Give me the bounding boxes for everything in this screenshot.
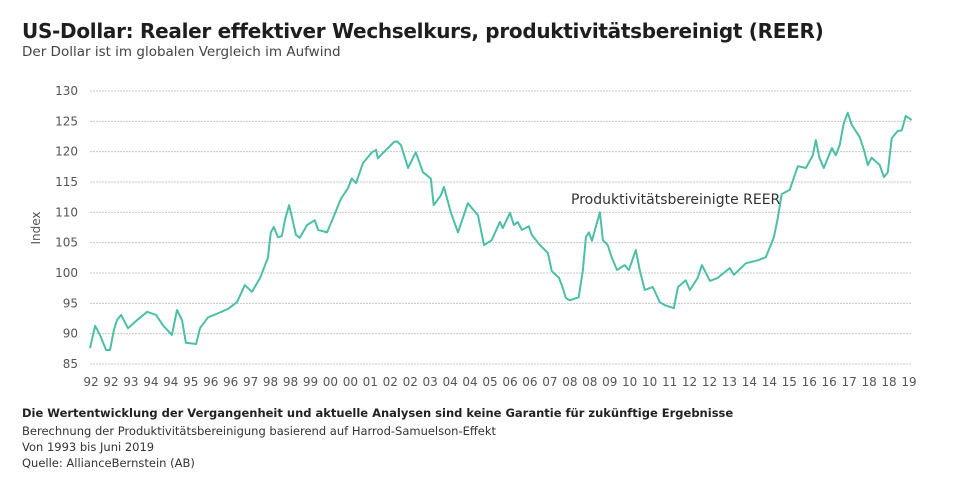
x-tick-label: 05	[482, 375, 497, 389]
x-tick-label: 08	[582, 375, 597, 389]
chart-subtitle: Der Dollar ist im globalen Vergleich im …	[22, 44, 341, 60]
x-tick-label: 15	[782, 375, 797, 389]
x-tick-label: 02	[403, 375, 418, 389]
footer-source: Quelle: AllianceBernstein (AB)	[22, 456, 195, 470]
footer-note-methodology: Berechnung der Produktivitätsbereinigung…	[22, 424, 497, 438]
x-tick-label: 04	[462, 375, 477, 389]
x-tick-label: 00	[343, 375, 358, 389]
x-tick-label: 02	[383, 375, 398, 389]
x-tick-label: 96	[223, 375, 238, 389]
x-tick-label: 18	[881, 375, 896, 389]
x-tick-label: 94	[163, 375, 178, 389]
x-tick-label: 14	[762, 375, 777, 389]
x-tick-label: 14	[742, 375, 757, 389]
x-tick-label: 16	[822, 375, 837, 389]
x-tick-label: 09	[602, 375, 617, 389]
y-tick-label: 115	[55, 175, 78, 189]
x-tick-label: 01	[363, 375, 378, 389]
footer-disclaimer: Die Wertentwicklung der Vergangenheit un…	[22, 406, 734, 420]
y-tick-label: 85	[63, 357, 78, 371]
series-label: Produktivitätsbereinigte REER	[571, 192, 781, 208]
x-tick-label: 97	[243, 375, 258, 389]
y-tick-label: 120	[55, 145, 78, 159]
x-tick-label: 18	[861, 375, 876, 389]
series-line-reer	[89, 111, 913, 351]
x-tick-label: 95	[183, 375, 198, 389]
y-tick-label: 130	[55, 84, 78, 98]
x-tick-label: 17	[842, 375, 857, 389]
x-tick-label: 16	[802, 375, 817, 389]
y-tick-label: 100	[55, 266, 78, 280]
footer-note-period: Von 1993 bis Juni 2019	[22, 440, 155, 454]
x-tick-label: 12	[702, 375, 717, 389]
y-tick-label: 105	[55, 236, 78, 250]
x-tick-label: 93	[123, 375, 138, 389]
x-tick-label: 03	[423, 375, 438, 389]
y-axis-label: Index	[29, 211, 43, 244]
x-tick-label: 12	[682, 375, 697, 389]
y-tick-label: 110	[55, 205, 78, 219]
x-tick-label: 11	[662, 375, 677, 389]
chart-title: US-Dollar: Realer effektiver Wechselkurs…	[22, 19, 824, 43]
x-tick-label: 07	[542, 375, 557, 389]
x-tick-label: 10	[622, 375, 637, 389]
x-tick-label: 13	[722, 375, 737, 389]
x-tick-label: 92	[103, 375, 118, 389]
x-tick-label: 94	[143, 375, 158, 389]
x-tick-label: 04	[442, 375, 457, 389]
x-tick-label: 19	[901, 375, 916, 389]
x-tick-label: 08	[562, 375, 577, 389]
x-tick-label: 96	[203, 375, 218, 389]
x-tick-label: 99	[303, 375, 318, 389]
x-tick-label: 06	[522, 375, 537, 389]
x-tick-label: 10	[642, 375, 657, 389]
y-tick-label: 90	[63, 327, 78, 341]
y-tick-label: 95	[63, 296, 78, 310]
x-tick-label: 98	[283, 375, 298, 389]
x-tick-label: 00	[323, 375, 338, 389]
x-tick-label: 98	[263, 375, 278, 389]
y-tick-label: 125	[55, 114, 78, 128]
x-tick-label: 92	[83, 375, 98, 389]
x-tick-label: 06	[502, 375, 517, 389]
